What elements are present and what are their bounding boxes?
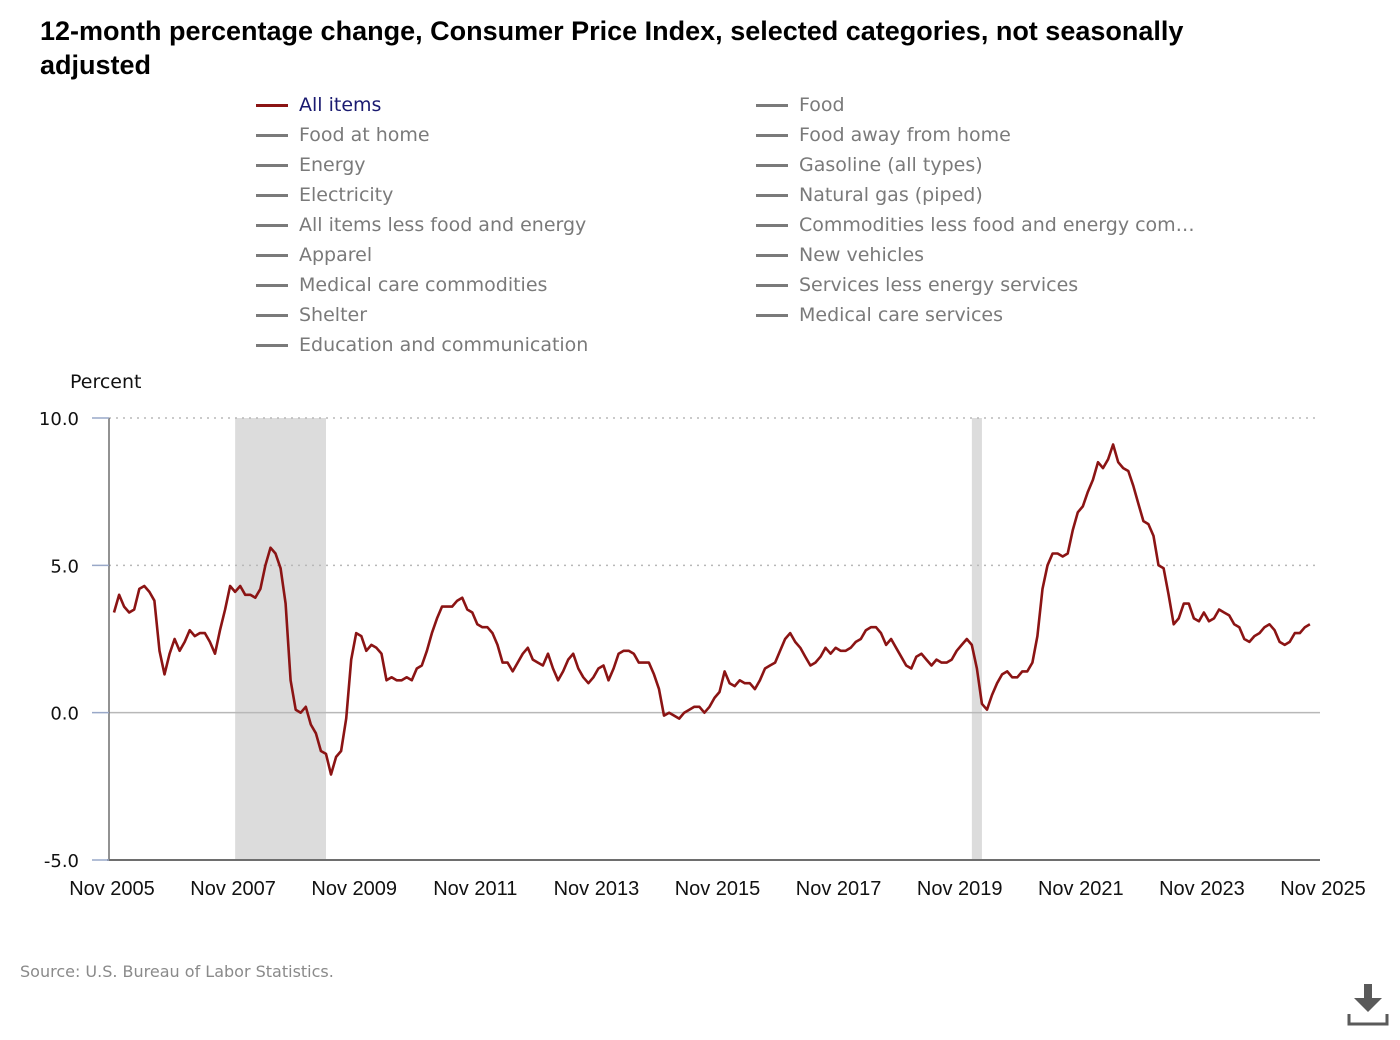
y-axis-label: Percent bbox=[70, 371, 142, 393]
legend-swatch bbox=[756, 193, 788, 197]
legend-item[interactable]: Energy bbox=[256, 150, 366, 180]
legend-item[interactable]: Food away from home bbox=[756, 120, 1011, 150]
legend-label: Medical care services bbox=[799, 304, 1003, 326]
legend-label: Commodities less food and energy com… bbox=[799, 214, 1195, 236]
legend-label: Food bbox=[799, 94, 845, 116]
x-tick-label: Nov 2023 bbox=[1159, 878, 1245, 900]
legend-item[interactable]: Gasoline (all types) bbox=[756, 150, 983, 180]
legend-swatch bbox=[756, 133, 788, 137]
x-tick-label: Nov 2017 bbox=[796, 878, 882, 900]
chart-title: 12-month percentage change, Consumer Pri… bbox=[40, 16, 1184, 80]
legend-swatch bbox=[256, 343, 288, 347]
legend-item[interactable]: Shelter bbox=[256, 300, 367, 330]
series-line-all-items bbox=[112, 443, 1311, 776]
legend-item[interactable]: All items less food and energy bbox=[256, 210, 586, 240]
legend-label: Medical care commodities bbox=[299, 274, 548, 296]
y-tick-label: 10.0 bbox=[39, 409, 79, 430]
x-tick-label: Nov 2005 bbox=[69, 878, 155, 900]
legend-label: All items less food and energy bbox=[299, 214, 587, 236]
legend-label: Food away from home bbox=[799, 124, 1011, 146]
legend-item[interactable]: All items bbox=[256, 90, 381, 120]
legend-item[interactable]: Medical care services bbox=[756, 300, 1003, 330]
recession-shading-layer bbox=[235, 418, 982, 860]
recession-shading bbox=[971, 418, 982, 860]
legend-label: New vehicles bbox=[799, 244, 925, 266]
legend-swatch bbox=[256, 283, 288, 287]
x-tick-label: Nov 2015 bbox=[675, 878, 761, 900]
legend-item[interactable]: Services less energy services bbox=[756, 270, 1078, 300]
legend-item[interactable]: Commodities less food and energy com… bbox=[756, 210, 1195, 240]
legend-label: Electricity bbox=[299, 184, 394, 206]
legend-label: All items bbox=[299, 94, 382, 116]
legend-label: Energy bbox=[299, 154, 366, 176]
gridlines bbox=[109, 417, 1320, 714]
legend-swatch bbox=[256, 163, 288, 167]
legend-label: Apparel bbox=[299, 244, 373, 266]
download-button[interactable] bbox=[1344, 980, 1392, 1028]
legend-swatch bbox=[756, 313, 788, 317]
legend-item[interactable]: New vehicles bbox=[756, 240, 924, 270]
legend-swatch bbox=[756, 283, 788, 287]
download-icon bbox=[1347, 984, 1389, 1026]
legend-swatch bbox=[256, 133, 288, 137]
x-tick-label: Nov 2025 bbox=[1280, 878, 1366, 900]
legend-swatch bbox=[256, 103, 288, 107]
legend-item[interactable]: Food bbox=[756, 90, 845, 120]
legend-swatch bbox=[756, 253, 788, 257]
legend-item[interactable]: Electricity bbox=[256, 180, 393, 210]
legend-label: Shelter bbox=[299, 304, 368, 326]
legend-label: Natural gas (piped) bbox=[799, 184, 983, 206]
x-tick-label: Nov 2021 bbox=[1038, 878, 1124, 900]
legend-swatch bbox=[756, 163, 788, 167]
legend-swatch bbox=[756, 223, 788, 227]
x-tick-label: Nov 2011 bbox=[433, 878, 517, 900]
x-tick-label: Nov 2013 bbox=[554, 878, 640, 900]
x-tick-label: Nov 2009 bbox=[311, 878, 397, 900]
legend-item[interactable]: Natural gas (piped) bbox=[756, 180, 983, 210]
x-tick-label: Nov 2019 bbox=[917, 878, 1003, 900]
legend-item[interactable]: Education and communication bbox=[256, 330, 588, 360]
legend-swatch bbox=[256, 253, 288, 257]
legend-item[interactable]: Medical care commodities bbox=[256, 270, 547, 300]
x-tick-label: Nov 2007 bbox=[190, 878, 276, 900]
legend-swatch bbox=[756, 103, 788, 107]
series-layer bbox=[112, 443, 1311, 776]
legend-label: Food at home bbox=[299, 124, 430, 146]
y-tick-label: 0.0 bbox=[50, 704, 79, 725]
legend-swatch bbox=[256, 193, 288, 197]
legend-label: Education and communication bbox=[299, 334, 589, 356]
legend-item[interactable]: Food at home bbox=[256, 120, 430, 150]
legend-label: Gasoline (all types) bbox=[799, 154, 983, 176]
source-note: Source: U.S. Bureau of Labor Statistics. bbox=[20, 962, 334, 981]
legend-label: Services less energy services bbox=[799, 274, 1079, 296]
y-tick-label: -5.0 bbox=[44, 851, 79, 872]
legend-swatch bbox=[256, 313, 288, 317]
recession-shading bbox=[235, 418, 326, 860]
y-tick-label: 5.0 bbox=[50, 556, 79, 577]
legend-item[interactable]: Apparel bbox=[256, 240, 372, 270]
axes: 10.0 5.0 0.0 -5.0 Nov 2005 Nov 2007 Nov 2009 No… bbox=[39, 409, 1366, 900]
legend-swatch bbox=[256, 223, 288, 227]
